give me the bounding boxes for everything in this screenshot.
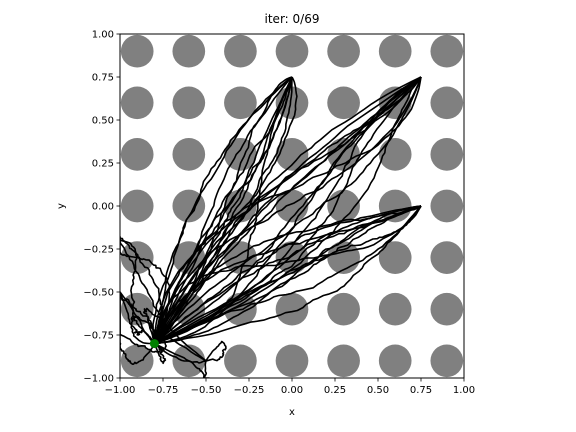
start-marker-group (150, 339, 159, 348)
trajectory-bundle (120, 77, 421, 378)
obstacle-5-1 (172, 86, 205, 119)
obstacle-0-4 (327, 344, 360, 377)
y-tick-label: 0.75 (92, 73, 114, 84)
obstacle-6-2 (224, 35, 257, 68)
x-tick-label: 0.25 (324, 385, 346, 396)
y-tick-label: −0.50 (83, 288, 114, 299)
obstacle-6-0 (121, 35, 154, 68)
obstacle-1-3 (276, 293, 309, 326)
x-tick-label: 0.50 (367, 385, 389, 396)
obstacle-6-4 (327, 35, 360, 68)
x-tick-label: 0.00 (281, 385, 303, 396)
obstacle-5-0 (121, 86, 154, 119)
x-tick-label: 0.75 (410, 385, 432, 396)
obstacle-4-0 (121, 138, 154, 171)
x-tick-label: −0.50 (191, 385, 222, 396)
obstacle-5-4 (327, 86, 360, 119)
y-tick-label: 1.00 (92, 30, 114, 41)
obstacle-4-1 (172, 138, 205, 171)
y-tick-label: −0.75 (83, 331, 114, 342)
obstacle-6-6 (430, 35, 463, 68)
start-marker (150, 339, 159, 348)
x-tick-label: −0.75 (148, 385, 179, 396)
x-tick-label: −0.25 (234, 385, 265, 396)
obstacle-0-3 (276, 344, 309, 377)
y-tick-label: 0.25 (92, 159, 114, 170)
obstacle-0-6 (430, 344, 463, 377)
obstacle-0-5 (379, 344, 412, 377)
obstacle-0-2 (224, 344, 257, 377)
y-tick-label: 0.50 (92, 116, 114, 127)
y-tick-label: −1.00 (83, 374, 114, 385)
obstacle-5-6 (430, 86, 463, 119)
obstacle-3-6 (430, 190, 463, 223)
obstacle-6-1 (172, 35, 205, 68)
y-tick-label: −0.25 (83, 245, 114, 256)
plot-area (120, 35, 463, 378)
x-tick-label: −1.00 (105, 385, 136, 396)
x-axis-ticks: −1.00 −0.75 −0.50 −0.25 0.00 0.25 0.50 0.75 1.00 (105, 378, 475, 396)
obstacle-3-0 (121, 190, 154, 223)
x-tick-label: 1.00 (453, 385, 475, 396)
x-axis-label: x (289, 407, 295, 418)
obstacle-2-6 (430, 241, 463, 274)
obstacle-1-6 (430, 293, 463, 326)
obstacle-6-3 (276, 35, 309, 68)
obstacle-1-5 (379, 293, 412, 326)
y-axis-label: y (56, 203, 67, 209)
chart-title: iter: 0/69 (265, 12, 320, 26)
y-axis-ticks: −1.00 −0.75 −0.50 −0.25 0.00 0.25 0.50 0.75 1.00 (83, 30, 120, 385)
obstacle-6-5 (379, 35, 412, 68)
obstacle-1-4 (327, 293, 360, 326)
y-tick-label: 0.00 (92, 202, 114, 213)
obstacle-4-6 (430, 138, 463, 171)
